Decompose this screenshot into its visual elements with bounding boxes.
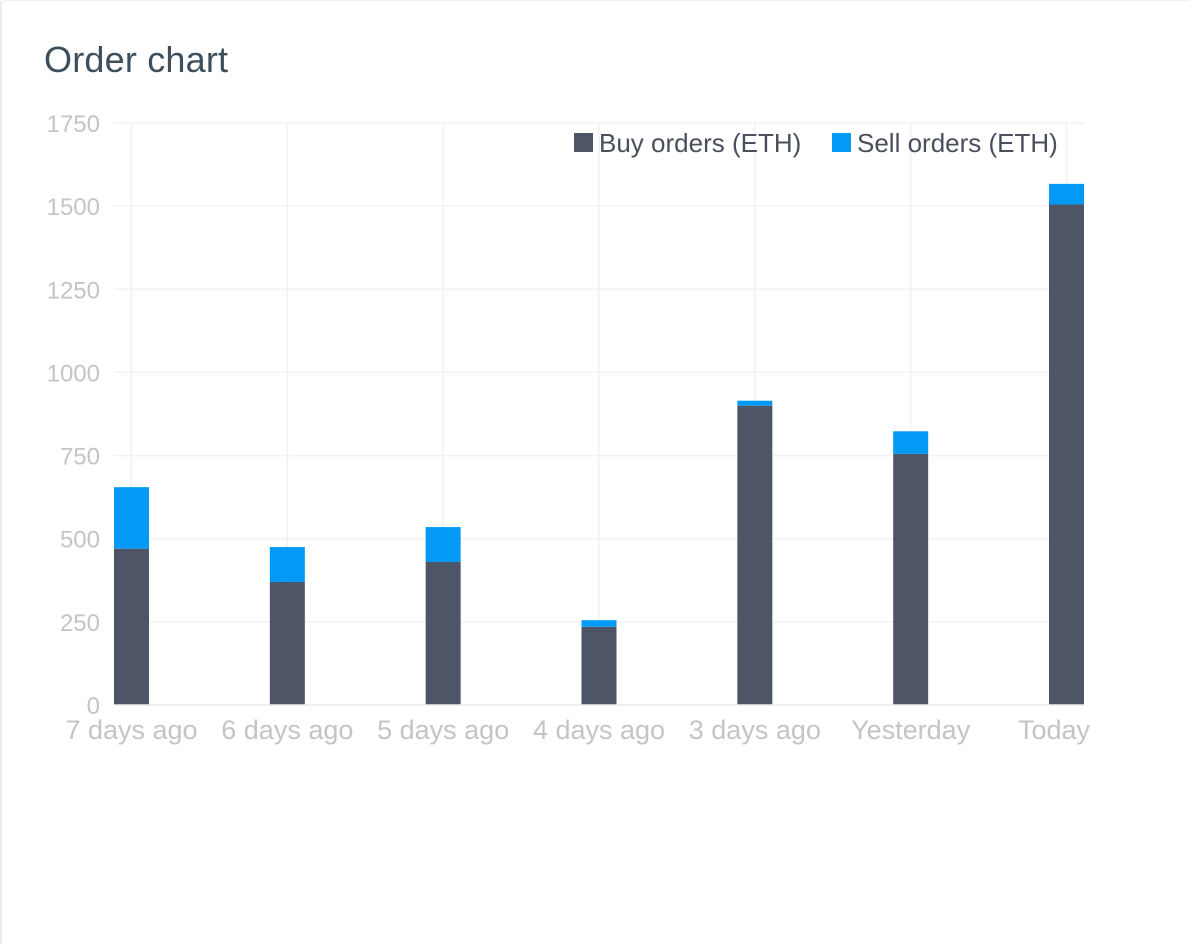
sell-order-bar[interactable] [893, 431, 929, 454]
legend-swatch-buy [574, 133, 593, 152]
sell-order-bar[interactable] [425, 527, 461, 562]
y-tick-label: 250 [60, 610, 100, 637]
buy-order-bar[interactable] [1049, 204, 1084, 706]
buy-order-bar[interactable] [269, 581, 305, 705]
legend-label-buy[interactable]: Buy orders (ETH) [599, 128, 801, 158]
x-tick-label: 3 days ago [689, 715, 821, 745]
x-tick-label: 4 days ago [533, 715, 665, 745]
y-tick-label: 1250 [47, 277, 100, 304]
x-tick-label: 5 days ago [377, 715, 509, 745]
sell-order-bar[interactable] [581, 620, 617, 627]
y-tick-label: 0 [87, 693, 100, 720]
x-tick-label: 7 days ago [65, 715, 197, 745]
chart-axes: 0 250 500 750 1000 1250 1500 1750 7 days ago 6 da… [47, 111, 1091, 745]
buy-order-bar[interactable] [893, 453, 929, 705]
sell-order-bar[interactable] [1049, 183, 1084, 205]
legend-swatch-sell [832, 133, 851, 152]
y-tick-label: 500 [60, 527, 100, 554]
buy-order-bar[interactable] [581, 626, 617, 705]
y-tick-label: 750 [60, 444, 100, 471]
buy-order-bar[interactable] [425, 561, 461, 705]
buy-order-bar[interactable] [114, 548, 149, 705]
chart-title: Order chart [44, 39, 229, 80]
y-tick-label: 1750 [47, 111, 100, 138]
sell-order-bar[interactable] [269, 547, 305, 582]
buy-order-bar[interactable] [737, 405, 773, 705]
x-tick-label: 6 days ago [221, 715, 353, 745]
legend-label-sell[interactable]: Sell orders (ETH) [857, 128, 1058, 158]
y-tick-label: 1000 [47, 360, 100, 387]
sell-order-bar[interactable] [737, 400, 773, 406]
sell-order-bar[interactable] [114, 487, 149, 549]
chart-legend: Buy orders (ETH) Sell orders (ETH) [574, 128, 1058, 158]
y-tick-label: 1500 [47, 194, 100, 221]
chart-grid [114, 122, 1084, 706]
x-tick-label: Yesterday [851, 715, 971, 745]
x-tick-label: Today [1018, 715, 1091, 745]
chart-bars [114, 183, 1084, 706]
